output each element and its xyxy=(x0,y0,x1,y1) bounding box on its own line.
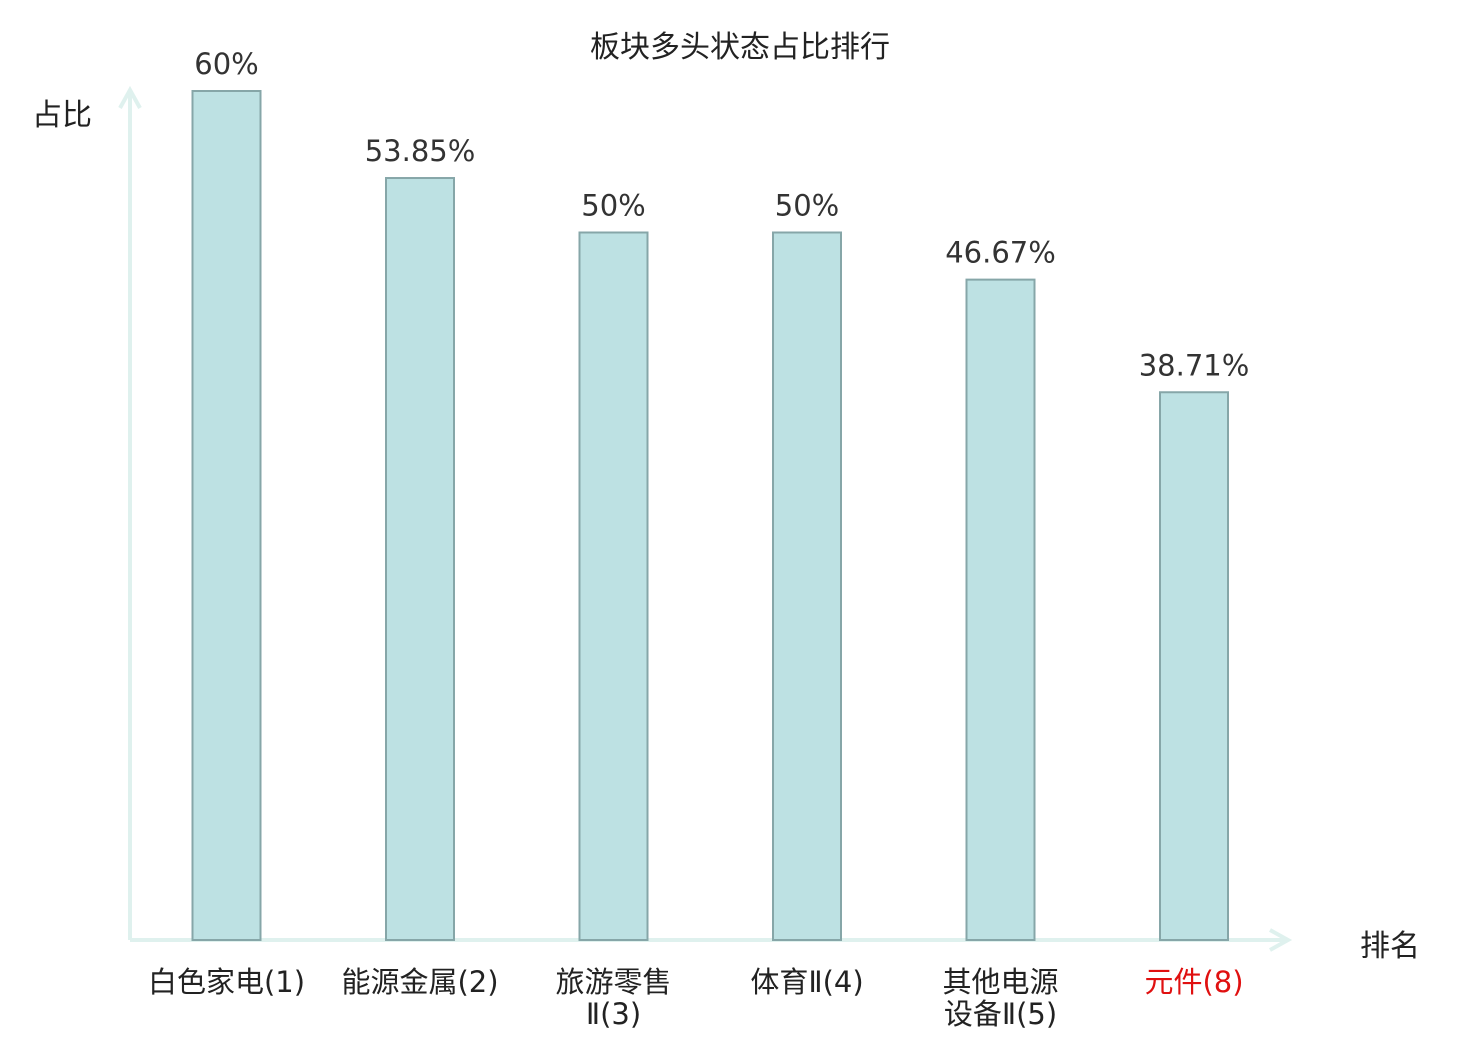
bar xyxy=(772,231,842,941)
x-axis-label: 排名 xyxy=(1360,929,1420,964)
y-axis xyxy=(118,85,142,940)
y-axis-label: 占比 xyxy=(32,98,92,133)
category-label-line: 能源金属(2) xyxy=(341,965,499,999)
bar-value-label: 38.71% xyxy=(1139,348,1250,382)
category-label: 能源金属(2) xyxy=(320,966,520,998)
bar-value-label: 53.85% xyxy=(365,134,476,168)
category-label: 白色家电(1) xyxy=(127,966,327,998)
chart-title: 板块多头状态占比排行 xyxy=(590,30,890,65)
bar xyxy=(385,177,455,941)
bar-value-label: 50% xyxy=(775,189,839,223)
category-label: 旅游零售 Ⅱ(3) xyxy=(514,966,714,1030)
category-label-line: 体育Ⅱ(4) xyxy=(750,965,864,999)
y-axis-arrowhead xyxy=(118,85,142,109)
bar-series xyxy=(191,90,1229,942)
value-labels: 60% 53.85% 50% 50% 46.67% 38.71% xyxy=(194,47,1249,382)
bar-value-label: 50% xyxy=(581,189,645,223)
bar-value-label: 60% xyxy=(194,47,258,81)
bar xyxy=(1159,391,1229,942)
x-axis-arrowhead xyxy=(1269,928,1293,952)
category-label-line: 白色家电(1) xyxy=(147,965,306,999)
category-label: 其他电源 设备Ⅱ(5) xyxy=(901,966,1101,1030)
bar xyxy=(965,278,1036,941)
category-label: 体育Ⅱ(4) xyxy=(707,966,907,998)
category-label-line: 旅游零售 xyxy=(555,965,672,999)
category-label-line: 其他电源 xyxy=(942,965,1059,999)
bar xyxy=(191,90,262,941)
category-label-line: Ⅱ(3) xyxy=(585,997,642,1031)
bar-value-label: 46.67% xyxy=(945,236,1056,270)
category-label-line: 元件(8) xyxy=(1144,965,1244,999)
x-axis xyxy=(130,928,1293,952)
category-label-line: 设备Ⅱ(5) xyxy=(943,997,1058,1031)
category-label: 元件(8) xyxy=(1094,966,1294,998)
bar xyxy=(578,231,649,941)
